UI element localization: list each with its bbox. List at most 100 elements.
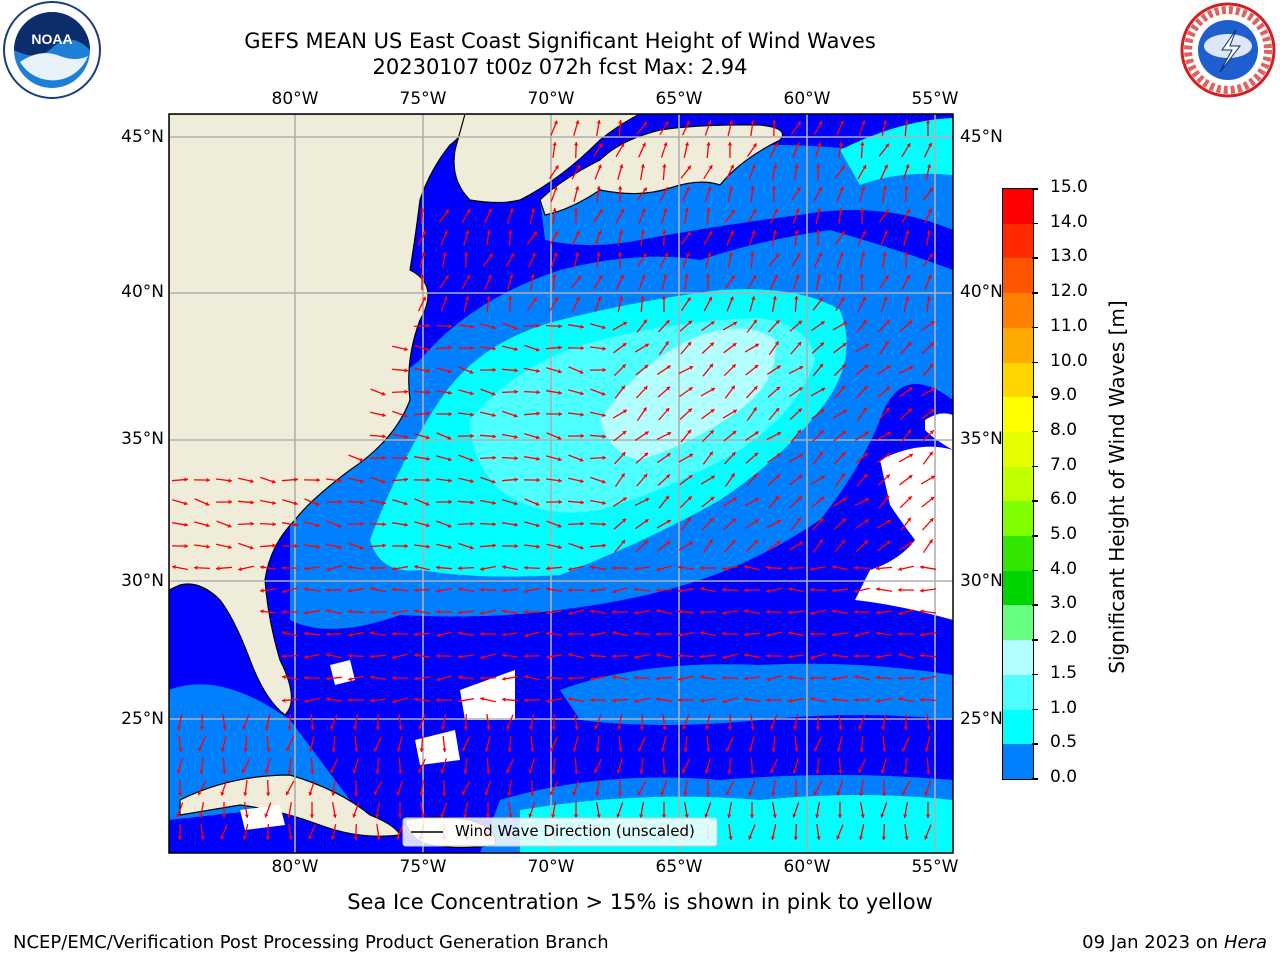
wave-arrow-head <box>862 296 866 301</box>
wave-arrow-head <box>216 566 220 571</box>
wave-arrow-head <box>885 320 890 325</box>
wave-arrow-head <box>458 698 462 703</box>
wave-arrow-head <box>370 586 374 591</box>
wave-arrow-head <box>572 748 577 752</box>
wave-arrow-head <box>838 208 843 212</box>
wave-arrow-head <box>205 501 210 506</box>
wave-arrow-head <box>436 609 440 614</box>
wave-arrow-head <box>858 836 864 840</box>
wave-arrow-head <box>397 814 403 818</box>
wave-arrow-head <box>656 587 660 593</box>
wave-arrow-head <box>398 770 403 774</box>
wave-arrow-head <box>817 208 822 212</box>
wave-arrow-head <box>920 632 924 637</box>
wave-arrow-head <box>348 565 352 570</box>
wave-arrow-head <box>602 346 606 351</box>
wave-arrow-head <box>840 473 845 478</box>
wave-arrow-head <box>574 252 580 256</box>
wave-arrow-head <box>602 455 606 460</box>
wave-arrow-head <box>643 386 648 391</box>
wave-arrow-head <box>898 676 902 681</box>
wave-arrow-head <box>304 654 308 659</box>
wave-arrow-head <box>326 632 330 637</box>
wave-arrow-head <box>419 274 425 278</box>
wave-arrow-head <box>707 120 712 125</box>
wave-arrow-head <box>616 813 621 818</box>
wave-arrow-head <box>926 164 932 168</box>
wave-arrow-head <box>426 477 430 483</box>
wave-arrow-head <box>838 142 843 146</box>
wave-arrow-head <box>250 521 254 526</box>
wave-arrow-head <box>480 696 484 701</box>
wave-arrow-head <box>754 343 759 348</box>
wave-arrow-head <box>820 475 825 480</box>
wave-arrow-head <box>594 769 598 774</box>
wave-arrow-head <box>898 631 902 637</box>
wave-arrow-head <box>443 230 448 235</box>
wave-arrow-head <box>794 296 799 300</box>
wave-arrow-head <box>404 543 408 549</box>
wave-arrow-head <box>502 676 506 681</box>
wave-arrow-head <box>795 274 800 279</box>
wave-arrow-head <box>554 297 559 302</box>
wave-arrow-head <box>326 567 331 572</box>
wave-arrow-head <box>612 654 616 659</box>
wave-arrow-head <box>748 791 753 796</box>
wave-arrow-head <box>480 631 484 637</box>
no-data-bahamas-2 <box>415 730 460 765</box>
wave-arrow-head <box>686 297 691 302</box>
wave-arrow-head <box>685 186 690 191</box>
wave-arrow-head <box>907 429 911 434</box>
chart-title: GEFS MEAN US East Coast Significant Heig… <box>244 29 876 53</box>
wave-arrow-head <box>752 209 757 214</box>
wave-arrow-head <box>883 230 888 235</box>
wave-arrow-head <box>426 368 430 373</box>
wave-arrow-head <box>908 320 912 325</box>
colorbar-tick-label: 12.0 <box>1050 281 1088 302</box>
wave-arrow-head <box>579 391 584 396</box>
wave-arrow-head <box>508 230 513 234</box>
colorbar-title: Significant Height of Wind Waves [m] <box>1105 300 1129 674</box>
wave-arrow-head <box>524 633 529 638</box>
wave-arrow-head <box>744 653 748 658</box>
wave-arrow-head <box>546 610 550 615</box>
wave-arrow-head <box>348 632 352 637</box>
wave-arrow-head <box>618 120 623 124</box>
wave-arrow-head <box>832 697 836 702</box>
wave-arrow-head <box>687 429 691 434</box>
wave-arrow-head <box>486 770 491 774</box>
wave-arrow-head <box>242 769 246 774</box>
wave-arrow-head <box>447 523 452 528</box>
lat-label-right-40n: 40°N <box>960 282 1003 302</box>
wave-arrow-head <box>514 368 518 373</box>
wave-arrow-head <box>436 588 440 593</box>
wave-arrow-head <box>595 748 600 752</box>
wave-arrow-head <box>470 433 474 439</box>
wave-arrow-head <box>926 726 931 730</box>
wave-arrow-head <box>580 345 584 351</box>
wave-arrow-head <box>924 791 929 796</box>
wave-arrow-head <box>448 499 452 505</box>
wave-arrow-head <box>842 497 847 502</box>
wave-arrow-head <box>798 387 803 392</box>
wave-arrow-head <box>558 345 562 350</box>
wave-arrow-head <box>815 230 821 234</box>
colorbar-tick-mark <box>1032 465 1038 468</box>
wave-arrow-head <box>728 252 733 256</box>
wave-arrow-head <box>404 456 408 461</box>
wave-arrow-head <box>797 408 802 413</box>
wave-arrow-head <box>315 501 320 506</box>
wave-arrow-head <box>553 186 558 191</box>
wave-arrow-head <box>858 725 863 730</box>
wave-arrow-head <box>667 519 671 524</box>
wave-arrow-head <box>574 770 579 774</box>
wave-arrow-head <box>425 435 430 440</box>
wave-arrow-head <box>392 566 396 571</box>
wave-arrow-head <box>876 610 880 615</box>
wave-arrow-head <box>304 566 308 571</box>
wave-arrow-head <box>678 609 682 614</box>
wave-arrow-head <box>404 368 408 373</box>
wave-arrow-head <box>795 208 800 213</box>
wave-arrow-head <box>841 385 845 390</box>
wave-arrow-head <box>644 343 649 348</box>
